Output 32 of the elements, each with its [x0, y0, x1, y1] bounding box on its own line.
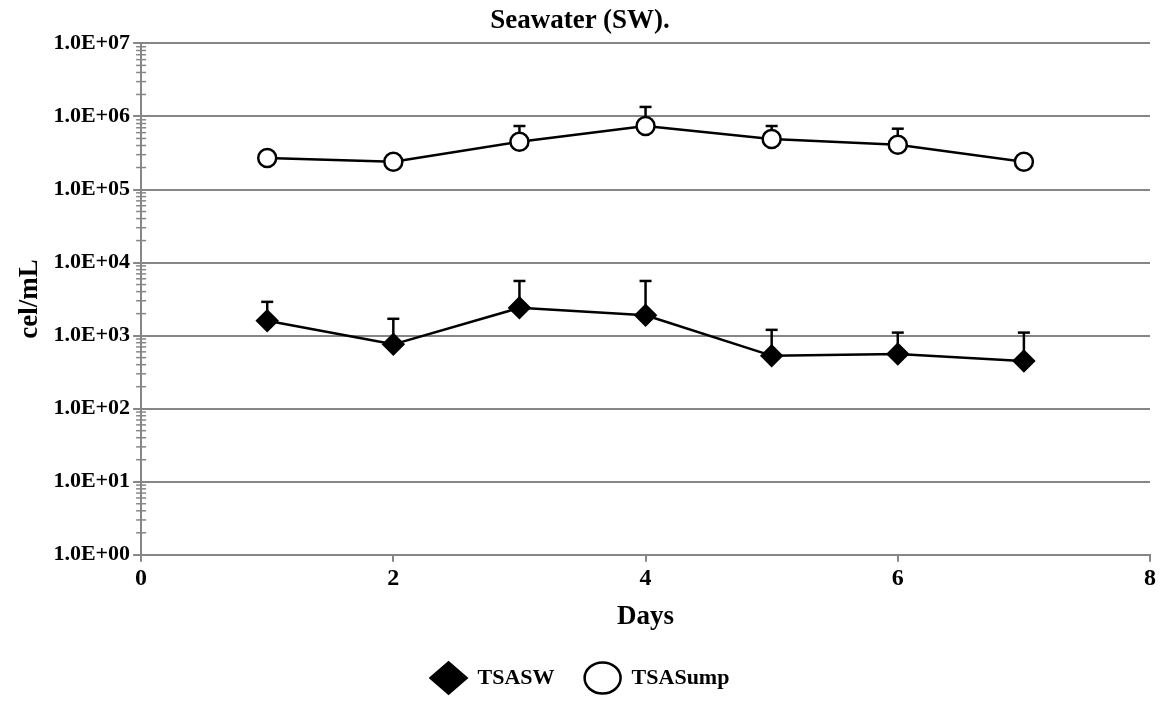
legend-label: TSASump — [631, 663, 730, 689]
x-axis-title: Days — [617, 599, 675, 630]
point — [256, 147, 278, 169]
point — [760, 344, 783, 368]
y-tick-label: 1.0E+04 — [53, 248, 131, 274]
point — [886, 342, 910, 366]
y-tick-label: 1.0E+05 — [53, 175, 131, 201]
x-tick-label: 6 — [891, 564, 904, 591]
x-tick-label: 4 — [639, 564, 652, 591]
point — [887, 134, 909, 155]
point — [255, 309, 279, 332]
y-tick-label: 1.0E+07 — [53, 29, 131, 55]
point — [635, 115, 656, 137]
point — [1013, 151, 1035, 172]
point — [382, 333, 405, 356]
y-tick-label: 1.0E+03 — [53, 321, 131, 347]
x-tick-label: 0 — [135, 564, 148, 591]
point — [634, 304, 657, 327]
point — [383, 151, 404, 172]
point — [761, 128, 782, 150]
y-tick-label: 1.0E+06 — [53, 102, 131, 128]
legend-label: TSASW — [477, 663, 555, 689]
y-tick-label: 1.0E+00 — [53, 540, 131, 566]
point — [509, 131, 530, 153]
y-tick-label: 1.0E+01 — [53, 467, 131, 493]
y-tick-label: 1.0E+02 — [53, 394, 131, 420]
x-tick-label: 8 — [1144, 564, 1156, 591]
point — [1012, 349, 1036, 373]
chart-title: Seawater (SW). — [490, 4, 670, 35]
x-tick-label: 2 — [387, 564, 400, 591]
y-axis-title: cel/mL — [13, 259, 44, 339]
point — [508, 296, 531, 320]
